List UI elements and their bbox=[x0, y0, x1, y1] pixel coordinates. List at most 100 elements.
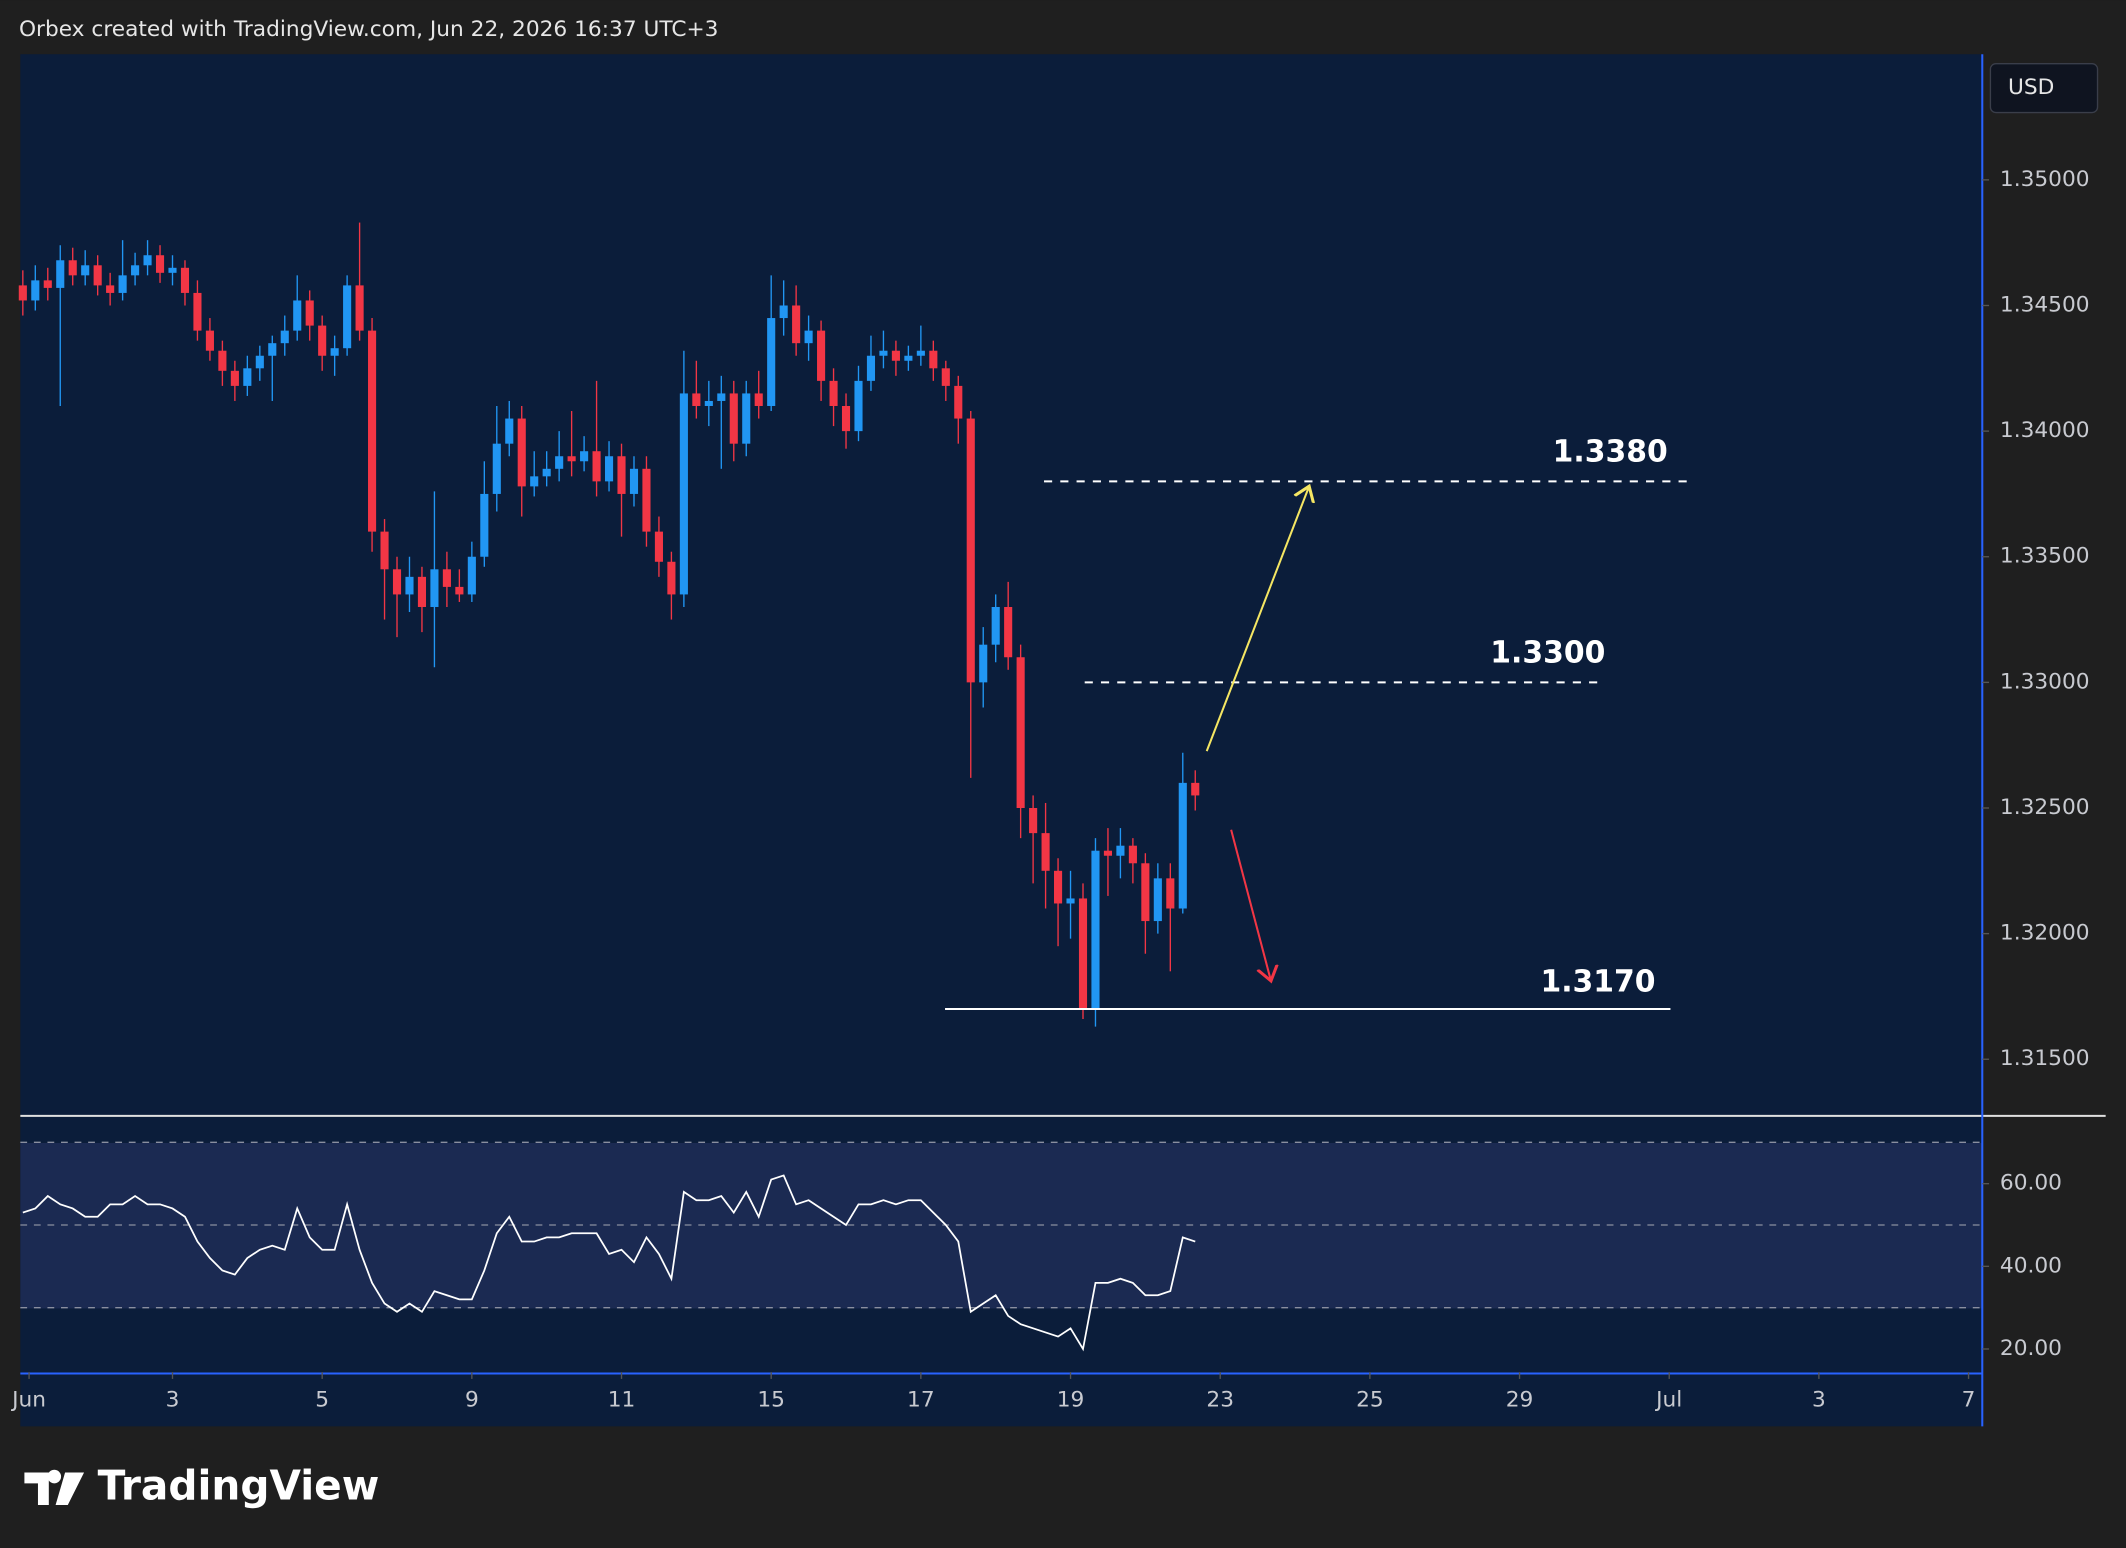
candle-body bbox=[143, 255, 152, 266]
currency-button[interactable] bbox=[1989, 63, 2099, 114]
candle-body bbox=[330, 348, 339, 356]
candle-body bbox=[93, 265, 102, 286]
rsi-line bbox=[22, 1174, 1196, 1352]
candle-body bbox=[268, 343, 277, 356]
rsi-tick-label: 20.00 bbox=[2000, 1336, 2062, 1361]
candle-body bbox=[492, 443, 501, 494]
candle-body bbox=[505, 418, 514, 444]
candle-body bbox=[155, 255, 165, 273]
candle-body bbox=[817, 330, 826, 381]
candle-body bbox=[792, 305, 801, 344]
candle-body bbox=[480, 493, 489, 557]
candle-body bbox=[243, 368, 252, 386]
x-tick-label: 15 bbox=[757, 1388, 785, 1413]
candle-body bbox=[916, 350, 925, 356]
candle-body bbox=[1103, 850, 1113, 856]
candle-body bbox=[405, 576, 414, 595]
y-tick-label: 1.32000 bbox=[2000, 921, 2090, 946]
candle-body bbox=[729, 393, 738, 444]
candle-body bbox=[293, 300, 302, 331]
candle-body bbox=[218, 350, 227, 371]
candle-body bbox=[1078, 898, 1088, 1009]
candle-body bbox=[56, 260, 65, 288]
candle-body bbox=[68, 260, 77, 276]
x-tick-label: 25 bbox=[1356, 1388, 1384, 1413]
candle-body bbox=[717, 393, 726, 401]
candle-body bbox=[81, 265, 90, 276]
candle-body bbox=[530, 476, 539, 487]
candle-body bbox=[180, 267, 190, 293]
candle-body bbox=[667, 561, 676, 595]
candle-body bbox=[604, 456, 614, 482]
candle-body bbox=[754, 393, 763, 406]
candle-body bbox=[205, 330, 214, 351]
x-tick-label: 23 bbox=[1206, 1388, 1234, 1413]
candle-body bbox=[555, 456, 564, 469]
candle-body bbox=[43, 280, 52, 288]
candle-body bbox=[230, 370, 239, 386]
currency: USD bbox=[2008, 75, 2054, 100]
candle-body bbox=[305, 300, 314, 326]
rsi-tick-label: 60.00 bbox=[2000, 1171, 2062, 1196]
candle-body bbox=[841, 405, 851, 432]
candle-body bbox=[318, 325, 327, 356]
candle-body bbox=[1116, 845, 1125, 856]
candle-body bbox=[966, 418, 975, 683]
x-tick-label: 3 bbox=[1812, 1388, 1826, 1413]
candle-body bbox=[854, 380, 863, 432]
rsi-tick-label: 40.00 bbox=[2000, 1253, 2062, 1278]
candle-body bbox=[991, 606, 1000, 645]
candle-body bbox=[941, 368, 950, 386]
marks: 1.35000 1.34500 1.34000 1.33500 1.33000 1.325… bbox=[10, 167, 2089, 1413]
candle-body bbox=[1091, 850, 1100, 1009]
candle-body bbox=[118, 275, 127, 293]
candle-body bbox=[617, 456, 626, 494]
rsi-band bbox=[20, 1142, 1983, 1309]
candle-body bbox=[929, 350, 938, 369]
candle-body bbox=[467, 556, 476, 595]
y-tick-label: 1.32500 bbox=[2000, 795, 2090, 820]
x-tick-label: 19 bbox=[1057, 1388, 1085, 1413]
candle-body bbox=[891, 350, 900, 361]
candle-body bbox=[1004, 606, 1013, 658]
up-arrow bbox=[1205, 488, 1309, 752]
logo: TradingView bbox=[24, 1462, 379, 1510]
candle-body bbox=[1166, 878, 1175, 909]
candle-body bbox=[380, 531, 389, 570]
candle-body bbox=[1153, 878, 1162, 922]
y-tick-label: 1.31500 bbox=[2000, 1046, 2090, 1071]
candle-body bbox=[979, 644, 988, 683]
candle-body bbox=[829, 380, 838, 406]
candle-body bbox=[879, 350, 888, 356]
y-tick-label: 1.34000 bbox=[2000, 418, 2090, 443]
candle-body bbox=[131, 265, 140, 276]
x-tick-label: 17 bbox=[907, 1388, 935, 1413]
candle-body bbox=[1041, 833, 1050, 871]
candle-body bbox=[1178, 782, 1187, 909]
x-tick-label: 5 bbox=[315, 1388, 329, 1413]
candle-body bbox=[31, 280, 40, 301]
candle-body bbox=[904, 355, 913, 361]
candle-body bbox=[1016, 657, 1025, 808]
candle-body bbox=[954, 385, 963, 419]
candle-body bbox=[1141, 863, 1150, 922]
candle-body bbox=[592, 451, 601, 482]
candle-body bbox=[704, 400, 713, 406]
level-label: 1.3300 bbox=[1490, 635, 1605, 670]
candle-body bbox=[1029, 807, 1038, 834]
candle-body bbox=[679, 393, 688, 595]
candle-body bbox=[368, 330, 377, 532]
candle-body bbox=[442, 569, 451, 587]
candle-body bbox=[255, 355, 264, 369]
candle-body bbox=[355, 285, 364, 331]
down-arrow bbox=[1230, 829, 1270, 979]
candle-body bbox=[517, 418, 526, 487]
candle-body bbox=[804, 330, 813, 344]
candle-body bbox=[392, 569, 402, 595]
header: Orbex created with TradingView.com, Jun … bbox=[19, 17, 719, 42]
candle-body bbox=[168, 267, 177, 273]
candle-body bbox=[1191, 782, 1200, 796]
candle-body bbox=[1054, 870, 1063, 904]
